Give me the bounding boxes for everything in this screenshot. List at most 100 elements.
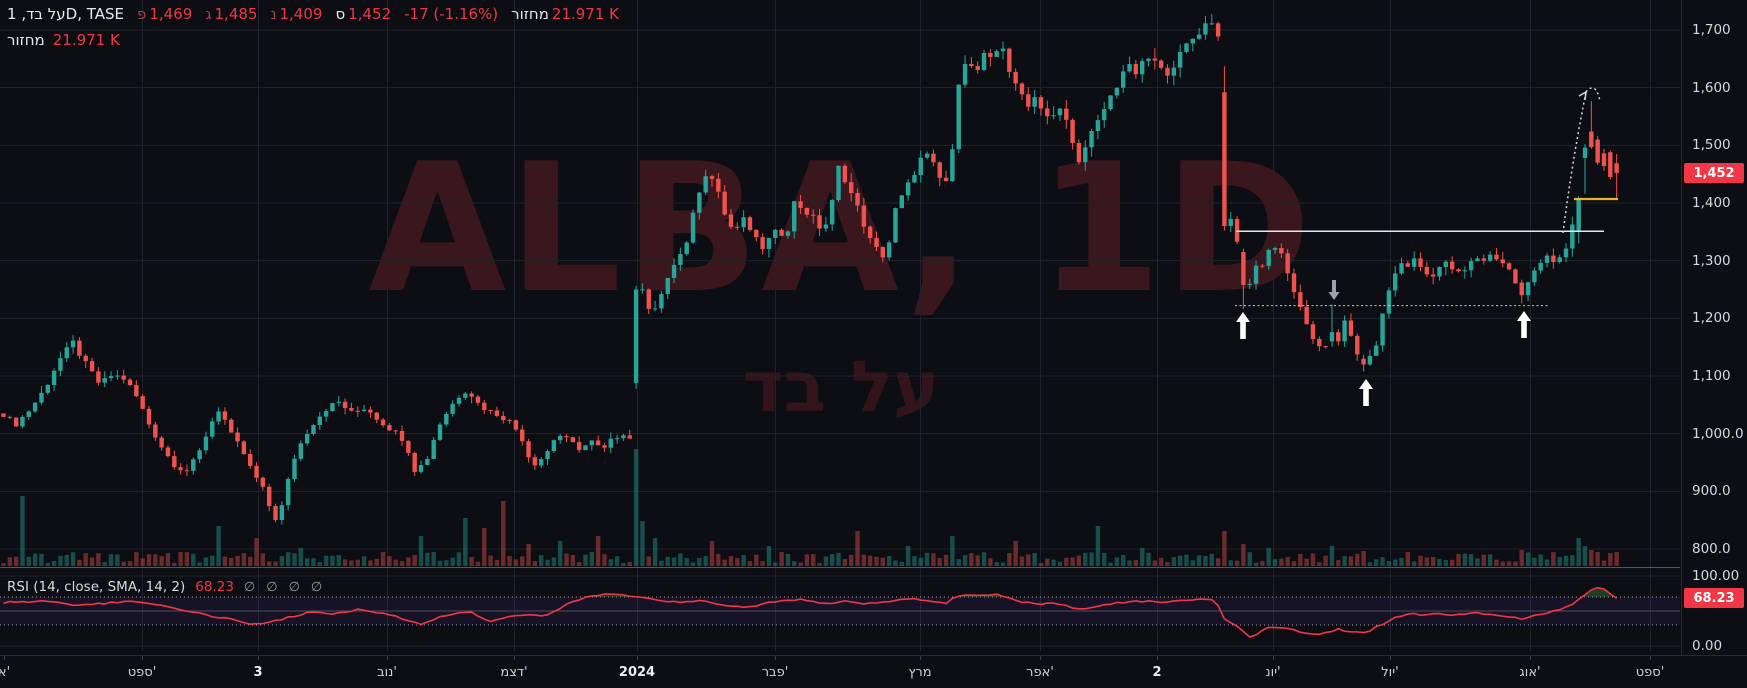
volume-bar [248, 556, 253, 566]
volume-bar [96, 553, 101, 566]
time-axis-tick [1040, 656, 1041, 660]
candle [779, 229, 784, 236]
candle [981, 53, 987, 71]
candle [962, 64, 968, 85]
candle [1045, 108, 1050, 117]
volume-bar [1532, 557, 1537, 566]
candle [431, 439, 436, 459]
candle [330, 402, 335, 412]
candle [203, 436, 209, 451]
candle [1405, 263, 1411, 267]
volume-bar [1253, 562, 1259, 566]
candle [1127, 64, 1132, 72]
volume-bar [614, 556, 620, 566]
volume-bar [627, 561, 632, 566]
volume-bar [595, 536, 601, 566]
volume-bar [766, 546, 772, 566]
volume-bar [134, 552, 139, 566]
volume-bar [1190, 560, 1195, 566]
price-axis[interactable]: 1,452 68.23 1,700 1,600 1,500 1,400 1,300 1,2… [1681, 0, 1747, 655]
volume-bar [298, 548, 304, 566]
volume-bar [330, 555, 335, 566]
volume-bar [684, 557, 689, 566]
time-axis[interactable]: א' ספט' 3 נוב' דצמ' 2024 פבר' מרץ אפר' 2 יונ' יול' א… [0, 655, 1747, 688]
volume-bar [1405, 552, 1411, 566]
candle [741, 217, 746, 228]
volume-bar [1064, 557, 1069, 566]
volume-label[interactable]: מחזור [7, 31, 45, 49]
volume-bar [1152, 560, 1158, 566]
volume-bar [551, 557, 557, 566]
candle [583, 445, 588, 451]
candle [1171, 67, 1177, 76]
candle [671, 264, 677, 279]
candle [197, 450, 202, 460]
volume-bar [1386, 561, 1392, 566]
candle [1374, 345, 1379, 356]
candle [798, 201, 803, 208]
price-chart-canvas[interactable] [0, 0, 1682, 655]
volume-bar [665, 556, 670, 566]
candle [355, 410, 360, 412]
symbol-title[interactable]: על בד, 1D, TASE [7, 5, 124, 23]
volume-bar [1563, 555, 1569, 566]
volume-bar [1279, 558, 1284, 566]
candle [1102, 109, 1107, 121]
price-axis-label: 1,000.0 [1692, 425, 1744, 442]
candle [1241, 252, 1246, 285]
candle [1272, 248, 1278, 250]
candle [121, 375, 126, 380]
candle [1355, 335, 1360, 355]
change-value: -17 (-1.16%) [404, 5, 499, 23]
price-axis-label: 1,400 [1692, 195, 1731, 211]
volume-bar [1544, 559, 1550, 566]
candle [760, 237, 765, 250]
volume-bar [482, 528, 487, 566]
candle [975, 66, 980, 71]
candle [1342, 320, 1347, 342]
candle [886, 242, 892, 258]
volume-bar [153, 554, 158, 566]
volume-bar [532, 561, 538, 566]
candle [1386, 290, 1392, 314]
candle [1177, 51, 1183, 68]
volume-bar [368, 560, 373, 566]
candle [1083, 147, 1088, 163]
rsi-label[interactable]: RSI (14, close, SMA, 14, 2) [7, 579, 186, 595]
volume-bar [690, 562, 696, 566]
price-axis-label: 1,500 [1692, 137, 1731, 154]
volume-bar [406, 557, 411, 566]
candle [399, 431, 405, 441]
volume-bar [450, 557, 455, 566]
volume-bar [886, 556, 892, 566]
rsi-empty-value: ∅ [266, 579, 279, 595]
price-axis-label: 800.0 [1692, 541, 1731, 557]
volume-inline: מחזור 21.971 K [511, 5, 619, 23]
low-value: נ 1,409 [270, 5, 323, 23]
candle [1152, 58, 1158, 61]
candle [899, 195, 904, 209]
candle [1348, 320, 1354, 336]
volume-bar [1424, 557, 1430, 566]
candle [1424, 266, 1430, 275]
candle [140, 396, 145, 409]
volume-bar [520, 556, 525, 566]
candle [1234, 219, 1240, 242]
up-arrow-marker [1236, 312, 1250, 339]
volume-bar [70, 552, 76, 566]
candle [773, 229, 778, 238]
candle [709, 176, 715, 179]
volume-bar [893, 560, 898, 566]
rsi-line [3, 586, 1618, 638]
time-axis-tick [258, 656, 259, 660]
rsi-value: 68.23 [195, 579, 234, 595]
candle [716, 178, 721, 192]
candle [1323, 346, 1328, 348]
candle [817, 215, 822, 229]
candle [811, 214, 816, 216]
candle [1500, 259, 1505, 264]
candle [633, 289, 639, 383]
volume-bar [1070, 557, 1075, 566]
volume-bar [13, 556, 19, 566]
